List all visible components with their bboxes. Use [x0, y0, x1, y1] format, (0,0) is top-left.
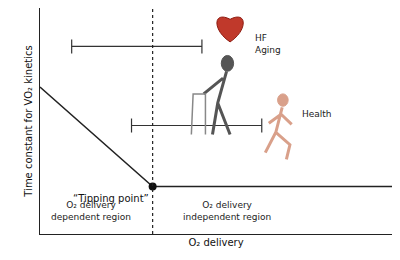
svg-text:HFAging: HFAging [255, 33, 281, 55]
svg-text:Health: Health [302, 109, 332, 119]
svg-text:O₂ deliverydependent region: O₂ deliverydependent region [51, 200, 131, 222]
svg-text:O₂ delivery: O₂ delivery [188, 237, 243, 248]
svg-text:Time constant for VO₂ kinetics: Time constant for VO₂ kinetics [23, 45, 34, 197]
svg-text:“Tipping point”: “Tipping point” [73, 193, 149, 204]
svg-text:O₂ deliveryindependent region: O₂ deliveryindependent region [183, 200, 271, 222]
